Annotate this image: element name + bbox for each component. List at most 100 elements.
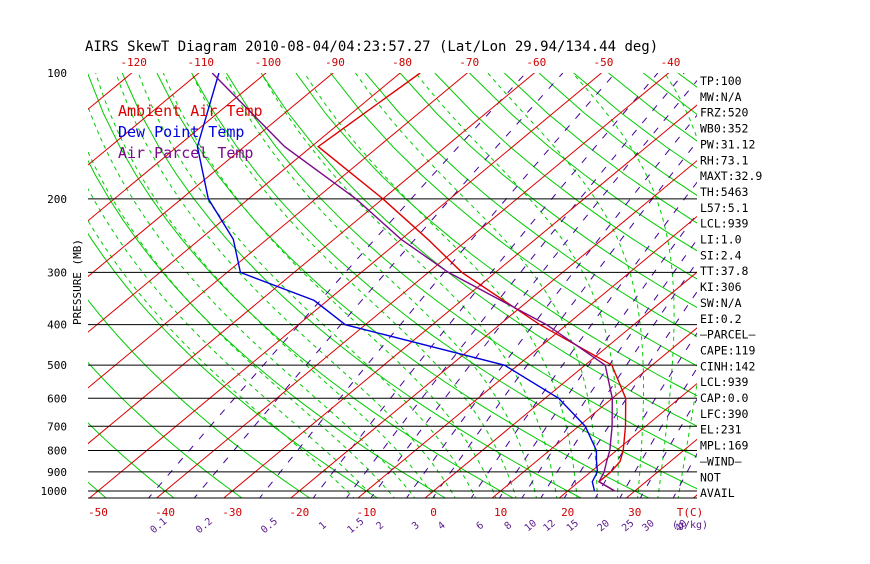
top-temp-tick-label: -80	[392, 56, 412, 69]
pressure-tick-label: 300	[47, 266, 67, 279]
index-label: LI:1.0	[700, 233, 742, 247]
top-temp-tick-label: -50	[593, 56, 613, 69]
index-label: SI:2.4	[700, 248, 742, 262]
index-label: LCL:939	[700, 375, 749, 389]
pressure-tick-label: 400	[47, 319, 67, 332]
chart-title: AIRS SkewT Diagram 2010-08-04/04:23:57.2…	[85, 39, 658, 55]
legend-entry: Air Parcel Temp	[118, 144, 253, 162]
mixing-ratio-line	[521, 73, 821, 500]
index-label: MPL:169	[700, 439, 749, 453]
index-label: WB0:352	[700, 122, 748, 136]
pressure-tick-label: 700	[47, 420, 67, 433]
dry-adiabat-line	[0, 73, 40, 500]
index-label: FRZ:520	[700, 106, 749, 120]
index-label: SW:N/A	[700, 296, 742, 310]
y-axis-label: PRESSURE (MB)	[71, 239, 84, 325]
dry-adiabat-line	[747, 73, 870, 500]
top-temp-tick-label: -110	[188, 56, 215, 69]
isotherm-line	[346, 54, 870, 508]
air-parcel-temp-line	[212, 73, 615, 491]
isotherm-line	[748, 54, 870, 508]
dry-adiabat-line	[192, 73, 721, 500]
mixing-ratio-tick-label: 0.5	[259, 516, 280, 536]
index-label: TP:100	[700, 74, 742, 88]
moist-adiabat-line	[38, 106, 356, 500]
bottom-temp-tick-label: 0	[430, 506, 437, 519]
pressure-tick-label: 100	[47, 67, 67, 80]
top-temp-tick-label: -100	[255, 56, 282, 69]
mixing-ratio-line	[258, 73, 615, 500]
mixing-ratio-tick-label: 4	[436, 520, 448, 532]
index-label: LCL:939	[700, 217, 749, 231]
dry-adiabat-line	[470, 73, 870, 500]
moist-adiabat-line	[355, 73, 597, 500]
index-label: TH:5463	[700, 185, 749, 199]
mixing-ratio-tick-label: 0.1	[148, 516, 169, 536]
mixing-ratio-tick-label: 3	[410, 520, 422, 532]
pressure-tick-label: 1000	[41, 485, 68, 498]
bottom-temp-tick-label: 10	[494, 506, 507, 519]
bottom-temp-tick-label: 30	[628, 506, 641, 519]
index-label: LFC:390	[700, 407, 749, 421]
index-label: MW:N/A	[700, 90, 742, 104]
index-label: RH:73.1	[700, 153, 749, 167]
pressure-tick-label: 600	[47, 392, 67, 405]
mixing-ratio-tick-label: 30	[640, 518, 656, 534]
index-label: NOT	[700, 470, 721, 484]
index-label: MAXT:32.9	[700, 169, 762, 183]
dry-adiabat-line	[0, 73, 108, 500]
mixing-ratio-tick-label: 15	[565, 518, 581, 534]
top-temp-tick-label: -70	[459, 56, 479, 69]
pressure-tick-label: 200	[47, 193, 67, 206]
top-temp-tick-label: -40	[661, 56, 681, 69]
mixing-ratio-tick-label: 6	[474, 520, 486, 532]
isotherm-line	[413, 54, 870, 508]
mixing-ratio-tick-label: 1	[317, 520, 329, 532]
pressure-tick-label: 800	[47, 444, 67, 457]
index-label: CAPE:119	[700, 343, 755, 357]
bottom-temp-tick-label: -40	[155, 506, 175, 519]
index-label: CINH:142	[700, 359, 755, 373]
top-temp-tick-label: -90	[325, 56, 345, 69]
index-label: –WIND–	[700, 454, 742, 468]
index-label: AVAIL	[700, 486, 735, 500]
index-label: L57:5.1	[700, 201, 749, 215]
index-label: PW:31.12	[700, 137, 755, 151]
bottom-temp-tick-label: -50	[88, 506, 108, 519]
index-label: –PARCEL–	[700, 328, 755, 342]
mixing-ratio-tick-label: 1.5	[346, 516, 367, 536]
bottom-temp-tick-label: 20	[561, 506, 574, 519]
dry-adiabat-line	[643, 73, 870, 500]
legend-entry: Dew Point Temp	[118, 123, 244, 141]
legend-entry: Ambient Air Temp	[118, 102, 263, 120]
dry-adiabat-line	[504, 73, 870, 500]
isotherm-line	[480, 54, 870, 508]
mixing-ratio-tick-label: 0.2	[194, 516, 215, 536]
mixing-ratio-tick-label: 25	[620, 518, 636, 534]
dry-adiabat-line	[296, 73, 870, 500]
bottom-temp-tick-label: -20	[289, 506, 309, 519]
isotherm-line	[0, 54, 21, 508]
mixing-ratio-unit-label: (g/kg)	[672, 520, 708, 531]
index-label: TT:37.8	[700, 264, 749, 278]
moist-adiabat-line	[224, 73, 537, 500]
mixing-ratio-tick-label: 20	[596, 518, 612, 534]
pressure-tick-label: 900	[47, 466, 67, 479]
top-temp-tick-label: -120	[120, 56, 147, 69]
moist-adiabat-line	[488, 73, 644, 500]
dry-adiabat-line	[53, 73, 449, 500]
mixing-ratio-line	[193, 73, 563, 500]
mixing-ratio-tick-label: 10	[523, 518, 539, 534]
moist-adiabat-line	[416, 73, 619, 500]
bottom-temp-tick-label: -30	[222, 506, 242, 519]
mixing-ratio-line	[498, 73, 803, 500]
mixing-ratio-line	[312, 73, 658, 500]
bottom-temp-unit-label: T(C)	[677, 506, 704, 519]
pressure-tick-label: 500	[47, 359, 67, 372]
index-label: EL:231	[700, 423, 742, 437]
mixing-ratio-line	[540, 73, 836, 500]
isotherm-line	[211, 54, 758, 508]
mixing-ratio-tick-label: 12	[541, 518, 557, 534]
